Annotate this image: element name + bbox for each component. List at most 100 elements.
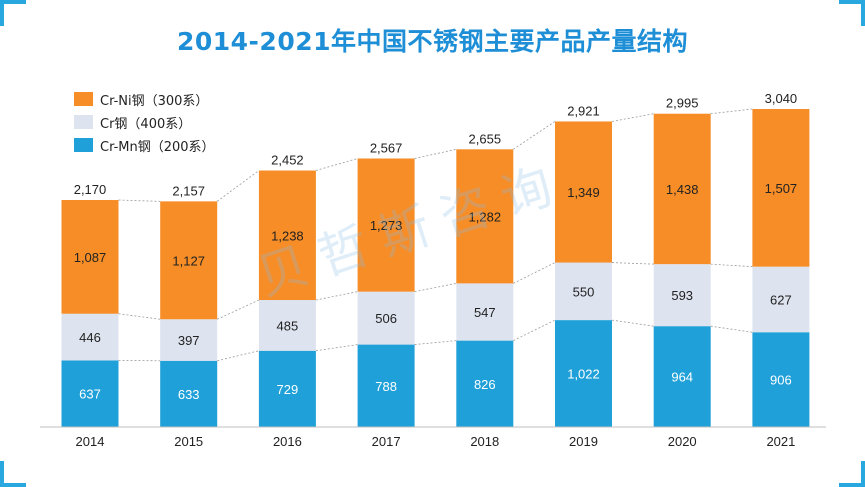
bar-2018-series-1 <box>456 283 514 341</box>
corner-accent-bottom-right <box>839 483 865 487</box>
connector-line-2017-1 <box>414 282 457 293</box>
bar-2014-series-1 <box>61 313 119 361</box>
legend-label-cr-mn: Cr-Mn钢（200系） <box>100 139 215 155</box>
data-label-2020-series-1: 593 <box>671 288 693 303</box>
connector-line-2020-2 <box>710 108 753 115</box>
bar-2016-series-0 <box>258 350 316 427</box>
total-label-2015: 2,157 <box>172 183 205 198</box>
bar-2018-series-0 <box>456 340 514 427</box>
data-label-2021-series-0: 906 <box>770 373 792 388</box>
x-tick-label-2017: 2017 <box>372 434 401 449</box>
x-tick-label-2018: 2018 <box>470 434 499 449</box>
data-label-2018-series-2: 1,282 <box>469 209 502 224</box>
total-label-2018: 2,655 <box>469 131 502 146</box>
connector-line-2018-2 <box>513 121 556 150</box>
connector-line-2016-0 <box>315 344 358 352</box>
data-label-2017-series-0: 788 <box>375 379 397 394</box>
chart-title: 2014-2021年中国不锈钢主要产品产量结构 <box>176 27 689 56</box>
legend-item-cr: Cr钢（400系） <box>74 111 215 133</box>
data-label-2019-series-1: 550 <box>573 284 595 299</box>
bar-2021-series-1 <box>752 266 810 333</box>
total-label-2020: 2,995 <box>666 96 699 111</box>
connector-line-2020-0 <box>710 325 753 333</box>
legend-swatch-cr <box>74 115 93 129</box>
bar-2017-series-0 <box>357 344 415 427</box>
x-tick-label-2015: 2015 <box>174 434 203 449</box>
data-label-2016-series-2: 1,238 <box>271 228 304 243</box>
connector-line-2015-0 <box>217 350 259 362</box>
x-tick-label-2014: 2014 <box>76 434 105 449</box>
data-label-2015-series-2: 1,127 <box>172 253 205 268</box>
corner-accent-bottom-left-v <box>0 461 4 487</box>
total-label-2014: 2,170 <box>74 182 107 197</box>
bar-2015-series-1 <box>160 319 218 361</box>
bar-2019-series-2 <box>555 121 612 263</box>
x-tick-label-2020: 2020 <box>668 434 697 449</box>
data-label-2019-series-2: 1,349 <box>567 185 600 200</box>
bar-2018-series-2 <box>456 149 514 284</box>
data-label-2016-series-0: 729 <box>277 382 299 397</box>
connector-line-2014-1 <box>118 313 161 320</box>
data-label-2017-series-1: 506 <box>375 311 397 326</box>
connector-line-2019-1 <box>611 262 654 265</box>
connector-line-2017-0 <box>414 340 457 345</box>
bar-2015-series-2 <box>160 201 218 320</box>
bar-2017-series-2 <box>357 158 415 292</box>
connector-line-2016-1 <box>315 291 358 301</box>
bar-2016-series-2 <box>258 170 316 301</box>
bar-2014-series-0 <box>61 360 119 427</box>
bar-2021-series-0 <box>752 332 810 427</box>
connector-line-2018-1 <box>513 262 556 284</box>
x-tick-label-2021: 2021 <box>766 434 795 449</box>
data-label-2018-series-1: 547 <box>474 305 496 320</box>
legend-item-cr-mn: Cr-Mn钢（200系） <box>74 134 215 156</box>
connector-line-2020-1 <box>710 263 753 268</box>
data-label-2019-series-0: 1,022 <box>567 367 600 382</box>
corner-accent-top-left-v <box>0 0 4 26</box>
data-label-2016-series-1: 485 <box>277 318 299 333</box>
data-label-2020-series-0: 964 <box>671 370 693 385</box>
bar-2020-series-0 <box>653 326 711 427</box>
legend: Cr-Ni钢（300系） Cr钢（400系） Cr-Mn钢（200系） <box>74 88 215 157</box>
corner-accent-top-right-v <box>861 0 865 26</box>
legend-label-cr-ni: Cr-Ni钢（300系） <box>100 93 209 109</box>
connector-line-2017-2 <box>414 148 457 159</box>
data-label-2015-series-0: 633 <box>178 387 200 402</box>
data-label-2021-series-1: 627 <box>770 292 792 307</box>
connector-line-2015-2 <box>216 170 260 202</box>
corner-accent-top-left <box>0 0 26 4</box>
bar-2019-series-1 <box>555 262 612 321</box>
corner-accent-bottom-left <box>0 483 26 487</box>
corner-accent-bottom-right-v <box>861 461 865 487</box>
x-tick-label-2019: 2019 <box>569 434 598 449</box>
data-label-2014-series-2: 1,087 <box>74 250 107 265</box>
connector-line-2015-1 <box>217 299 260 320</box>
data-label-2017-series-2: 1,273 <box>370 218 403 233</box>
data-label-2021-series-2: 1,507 <box>765 181 798 196</box>
data-label-2014-series-1: 446 <box>79 330 101 345</box>
data-label-2015-series-1: 397 <box>178 333 200 348</box>
connector-line-2019-2 <box>611 113 654 122</box>
bar-2014-series-2 <box>61 200 119 314</box>
bar-2019-series-0 <box>555 320 612 427</box>
total-label-2016: 2,452 <box>271 153 304 168</box>
bar-2020-series-1 <box>653 264 711 327</box>
connector-line-2018-0 <box>513 319 556 341</box>
total-label-2021: 3,040 <box>765 91 798 106</box>
data-label-2018-series-0: 826 <box>474 377 496 392</box>
bar-2017-series-1 <box>357 291 415 345</box>
data-label-2014-series-0: 637 <box>79 387 101 402</box>
bar-2021-series-2 <box>752 109 810 267</box>
legend-label-cr: Cr钢（400系） <box>100 116 192 132</box>
bar-2016-series-1 <box>258 300 316 351</box>
connector-line-2019-0 <box>611 319 654 327</box>
data-label-2020-series-2: 1,438 <box>666 182 699 197</box>
connector-line-2014-2 <box>118 199 161 202</box>
legend-swatch-cr-mn <box>74 138 93 152</box>
total-label-2017: 2,567 <box>370 140 403 155</box>
legend-swatch-cr-ni <box>74 92 93 106</box>
bar-2020-series-2 <box>653 113 711 265</box>
x-tick-label-2016: 2016 <box>273 434 302 449</box>
